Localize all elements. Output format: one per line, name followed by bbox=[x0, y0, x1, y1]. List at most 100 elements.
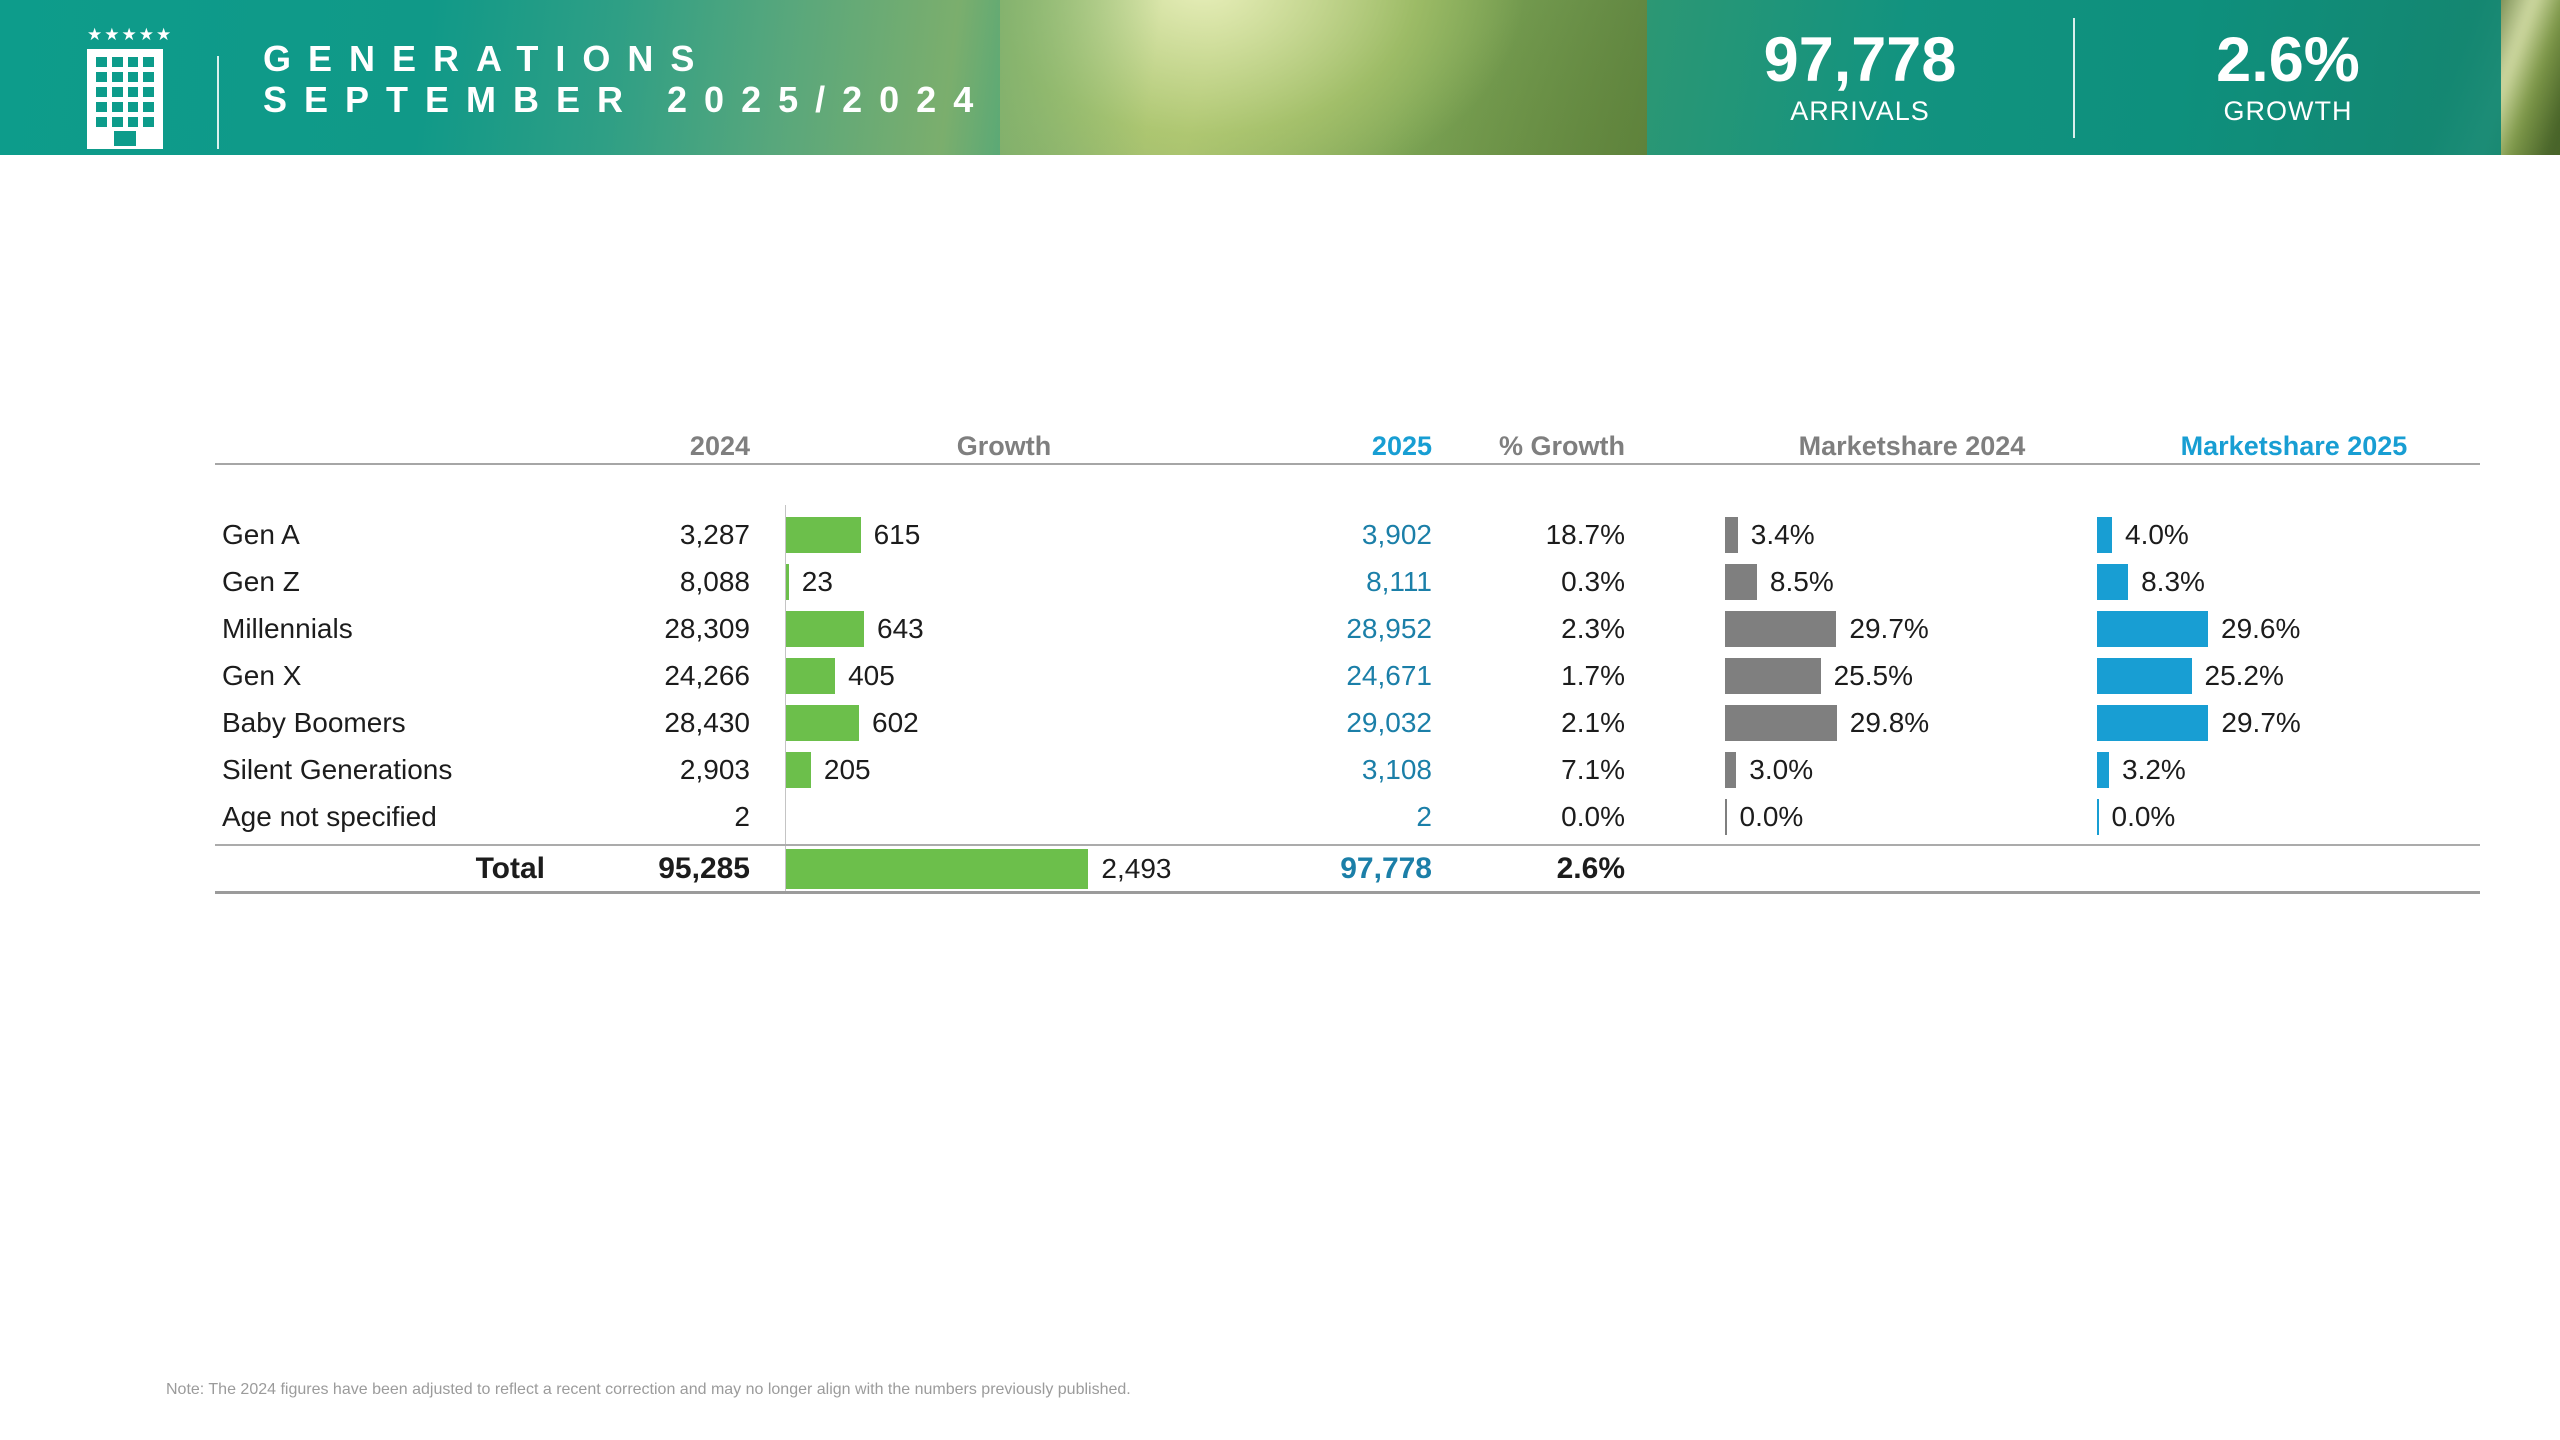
growth-bar-cell: 615 bbox=[786, 511, 920, 558]
teal-gradient-overlay bbox=[0, 0, 1180, 155]
ms2024-label: 25.5% bbox=[1833, 660, 1913, 691]
window-cell bbox=[111, 117, 123, 127]
ms2024-bar-cell: 25.5% bbox=[1725, 652, 1913, 699]
value-2025: 29,032 bbox=[1346, 707, 1432, 738]
total-row-bottom-line bbox=[215, 891, 2480, 894]
total-growth-bar bbox=[786, 848, 1089, 889]
window-cell bbox=[127, 57, 139, 67]
table-row: Gen A 3,287 615 3,902 18.7% 3.4% 4.0% bbox=[0, 511, 2560, 558]
ms2025-bar-cell: 29.7% bbox=[2097, 699, 2301, 746]
value-2024: 28,430 bbox=[664, 707, 750, 738]
arrivals-label: ARRIVALS bbox=[1790, 96, 1930, 126]
pct-growth: 1.7% bbox=[1561, 660, 1625, 691]
window-cell bbox=[96, 102, 107, 112]
logo-title-divider bbox=[217, 56, 219, 149]
window-cell bbox=[143, 57, 154, 67]
header-banner: ★★★★★ GENERATIONS SEPTEMBER 2025/2024 97… bbox=[0, 0, 2560, 155]
ms2025-bar-cell: 3.2% bbox=[2097, 746, 2186, 793]
value-2024: 28,309 bbox=[664, 613, 750, 644]
table-row: Gen X 24,266 405 24,671 1.7% 25.5% 25.2% bbox=[0, 652, 2560, 699]
footnote: Note: The 2024 figures have been adjuste… bbox=[166, 1381, 1131, 1398]
ms2025-bar-cell: 4.0% bbox=[2097, 511, 2189, 558]
total-value-2024: 95,285 bbox=[658, 852, 750, 885]
ms2025-bar-cell: 25.2% bbox=[2097, 652, 2284, 699]
ms2025-label: 8.3% bbox=[2141, 566, 2205, 597]
ms2024-bar bbox=[1725, 657, 1821, 694]
value-2024: 2,903 bbox=[679, 754, 750, 785]
growth-bar-cell: 205 bbox=[786, 746, 871, 793]
ms2024-bar-cell: 29.7% bbox=[1725, 605, 1929, 652]
ms2025-bar bbox=[2097, 751, 2109, 788]
ms2024-bar bbox=[1725, 516, 1738, 553]
ms2024-label: 3.4% bbox=[1750, 519, 1815, 550]
total-growth-value-label: 2,493 bbox=[1101, 853, 1172, 884]
ms2024-bar-cell: 3.0% bbox=[1725, 746, 1813, 793]
window-cell bbox=[111, 87, 123, 97]
row-label: Silent Generations bbox=[222, 754, 453, 785]
ms2025-bar-cell: 29.6% bbox=[2097, 605, 2300, 652]
growth-bar-cell: 602 bbox=[786, 699, 919, 746]
window-cell bbox=[96, 117, 107, 127]
ms2024-bar-cell: 29.8% bbox=[1725, 699, 1929, 746]
window-cell bbox=[127, 117, 139, 127]
value-2025: 28,952 bbox=[1346, 613, 1432, 644]
window-cell bbox=[127, 87, 139, 97]
ms2025-bar bbox=[2097, 798, 2099, 835]
value-2024: 3,287 bbox=[679, 519, 750, 550]
header-underline bbox=[215, 463, 2480, 465]
growth-bar-cell bbox=[786, 793, 799, 840]
ms2024-bar-cell: 0.0% bbox=[1725, 793, 1803, 840]
growth-bar-cell: 23 bbox=[786, 558, 833, 605]
growth-bar bbox=[786, 657, 836, 694]
ms2025-label: 0.0% bbox=[2111, 801, 2176, 832]
window-cell bbox=[96, 57, 107, 67]
ms2024-label: 29.7% bbox=[1849, 613, 1929, 644]
window-cell bbox=[111, 72, 123, 82]
window-cell bbox=[143, 117, 154, 127]
col-header-marketshare-2024: Marketshare 2024 bbox=[1798, 431, 2026, 461]
value-2025: 24,671 bbox=[1346, 660, 1432, 691]
window-cell bbox=[143, 102, 154, 112]
total-row: Total 95,285 2,493 97,778 2.6% bbox=[0, 846, 2560, 891]
ms2025-bar bbox=[2097, 516, 2112, 553]
growth-bar-cell: 643 bbox=[786, 605, 924, 652]
col-header-marketshare-2025: Marketshare 2025 bbox=[2180, 431, 2408, 461]
growth-bar bbox=[786, 704, 859, 741]
table-row: Millennials 28,309 643 28,952 2.3% 29.7%… bbox=[0, 605, 2560, 652]
col-header-2024: 2024 bbox=[689, 431, 750, 461]
ms2024-bar bbox=[1725, 798, 1727, 835]
value-2025: 3,902 bbox=[1361, 519, 1432, 550]
window-cell bbox=[143, 72, 154, 82]
total-label: Total bbox=[475, 852, 545, 885]
growth-label: GROWTH bbox=[2223, 96, 2353, 126]
growth-bar-axis bbox=[785, 505, 786, 891]
total-value-2025: 97,778 bbox=[1340, 852, 1432, 885]
table-row: Silent Generations 2,903 205 3,108 7.1% … bbox=[0, 746, 2560, 793]
title-line-1: GENERATIONS bbox=[263, 38, 712, 79]
ms2024-bar-cell: 3.4% bbox=[1725, 511, 1815, 558]
value-2024: 2 bbox=[734, 801, 750, 832]
value-2024: 8,088 bbox=[679, 566, 750, 597]
value-2025: 2 bbox=[1416, 801, 1432, 832]
ms2024-label: 0.0% bbox=[1739, 801, 1804, 832]
page-title: GENERATIONS SEPTEMBER 2025/2024 bbox=[263, 38, 990, 120]
building-windows bbox=[87, 49, 163, 127]
arrivals-value: 97,778 bbox=[1763, 25, 1957, 95]
ms2025-label: 4.0% bbox=[2125, 519, 2189, 550]
row-label: Baby Boomers bbox=[222, 707, 406, 738]
ms2024-bar bbox=[1725, 704, 1837, 741]
pct-growth: 18.7% bbox=[1545, 519, 1625, 550]
growth-value: 2.6% bbox=[2216, 25, 2360, 95]
growth-value-label: 602 bbox=[872, 707, 919, 738]
ms2024-bar bbox=[1725, 563, 1757, 600]
ms2024-bar bbox=[1725, 610, 1837, 647]
pct-growth: 2.3% bbox=[1561, 613, 1625, 644]
ms2024-bar-cell: 8.5% bbox=[1725, 558, 1834, 605]
table-row: Baby Boomers 28,430 602 29,032 2.1% 29.8… bbox=[0, 699, 2560, 746]
five-stars-icon: ★★★★★ bbox=[87, 25, 174, 44]
title-line-2: SEPTEMBER 2025/2024 bbox=[263, 79, 991, 120]
ms2025-label: 25.2% bbox=[2204, 660, 2284, 691]
window-cell bbox=[127, 102, 139, 112]
value-2025: 8,111 bbox=[1366, 566, 1432, 597]
